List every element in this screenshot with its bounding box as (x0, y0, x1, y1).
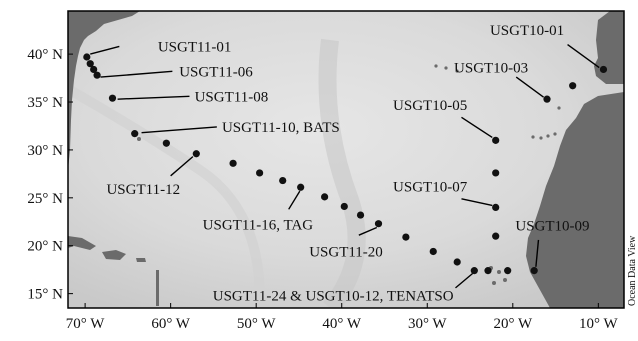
station-label: USGT10-01 (490, 23, 564, 39)
leader-line (170, 156, 194, 177)
station-dot (543, 95, 551, 103)
station-dot (484, 267, 492, 275)
station-label: USGT11-20 (309, 244, 383, 260)
map-frame (67, 10, 625, 309)
leader-line (141, 126, 217, 134)
leader-line (535, 239, 540, 267)
station-label: USGT11-16, TAG (203, 218, 314, 234)
station-label: USGT10-07 (393, 179, 468, 195)
station-dot (108, 94, 117, 102)
leader-line (100, 70, 173, 78)
leader-line (455, 272, 474, 289)
station-label: USGT11-12 (106, 182, 180, 198)
station-label: USGT10-05 (393, 98, 467, 114)
leader-line (288, 190, 301, 210)
lon-tick-label: 10° W (579, 316, 618, 332)
station-dot (162, 139, 170, 147)
station-dot (86, 60, 94, 68)
station-dot (470, 267, 478, 275)
station-dot (530, 267, 538, 275)
station-markers (83, 53, 608, 275)
station-dot (321, 193, 329, 201)
leader-line (515, 76, 545, 98)
station-dot (340, 202, 348, 211)
station-dot (402, 233, 410, 241)
axis-ticks: 40° N 35° N 30° N 25° N 20° N 15° N70° W 60° W… (27, 47, 618, 332)
station-dot (256, 169, 264, 177)
station-dot (374, 220, 383, 228)
bermuda-land (137, 137, 141, 141)
lat-tick-label: 20° N (27, 239, 63, 255)
puerto-rico-land (136, 258, 146, 262)
leader-line (461, 116, 493, 139)
lat-tick-label: 15° N (27, 287, 63, 303)
station-dot (356, 211, 365, 219)
station-dot (492, 169, 500, 177)
label-leader-lines (90, 43, 600, 289)
lon-tick-label: 60° W (151, 316, 190, 332)
station-label: USGT11-06 (179, 64, 253, 80)
station-dot (192, 150, 200, 158)
lon-tick-label: 20° W (493, 316, 532, 332)
cape-verde-land (489, 266, 507, 285)
madeira-land (557, 106, 561, 110)
station-label: USGT11-24 & USGT10-12, TENATSO (213, 289, 454, 305)
hispaniola-land (102, 250, 126, 260)
station-dot (429, 247, 437, 256)
lat-tick-label: 35° N (27, 95, 63, 111)
station-dot (90, 65, 98, 74)
north-america-land (68, 11, 140, 170)
lat-tick-label: 25° N (27, 191, 63, 207)
station-dot (492, 203, 500, 212)
lon-tick-label: 30° W (408, 316, 447, 332)
station-dot (453, 258, 461, 266)
leader-line (117, 95, 190, 100)
lon-tick-label: 70° W (66, 316, 105, 332)
station-dot (131, 130, 139, 138)
station-dot (229, 159, 237, 167)
station-labels: USGT11-01 USGT11-06 USGT11-08 USGT11-10, BA… (106, 23, 589, 304)
station-label: USGT10-09 (515, 219, 589, 235)
station-dot (297, 183, 305, 191)
station-dot (569, 82, 577, 90)
station-dot (279, 176, 287, 185)
station-dot (504, 267, 512, 275)
ridge-shading (318, 38, 366, 308)
lat-tick-label: 40° N (27, 47, 63, 63)
station-label: USGT11-10, BATS (222, 120, 340, 136)
station-dot (599, 65, 608, 74)
leader-line (567, 43, 600, 69)
leader-line (90, 45, 120, 55)
canary-islands-land (531, 132, 557, 140)
africa-land (526, 92, 624, 308)
lon-tick-label: 40° W (322, 316, 361, 332)
shelf-shading (68, 85, 265, 301)
leader-line (358, 226, 378, 236)
iberia-land (594, 11, 624, 84)
station-dot (83, 53, 91, 61)
azores-land (434, 64, 459, 73)
station-dot (93, 71, 101, 79)
station-label: USGT10-03 (454, 61, 528, 77)
leader-line (461, 198, 493, 207)
station-dot (492, 136, 500, 144)
lon-tick-label: 50° W (237, 316, 276, 332)
credit-text: Ocean Data View (627, 235, 638, 306)
lat-tick-label: 30° N (27, 143, 63, 159)
station-label: USGT11-08 (195, 89, 269, 105)
cuba-land (68, 236, 96, 250)
station-label: USGT11-01 (158, 39, 232, 55)
lesser-antilles-land (156, 270, 159, 306)
station-dot (492, 232, 500, 240)
